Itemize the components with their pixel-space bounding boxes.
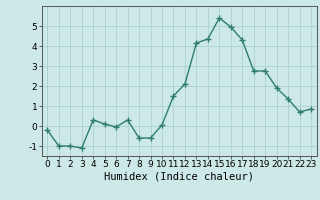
- X-axis label: Humidex (Indice chaleur): Humidex (Indice chaleur): [104, 172, 254, 182]
